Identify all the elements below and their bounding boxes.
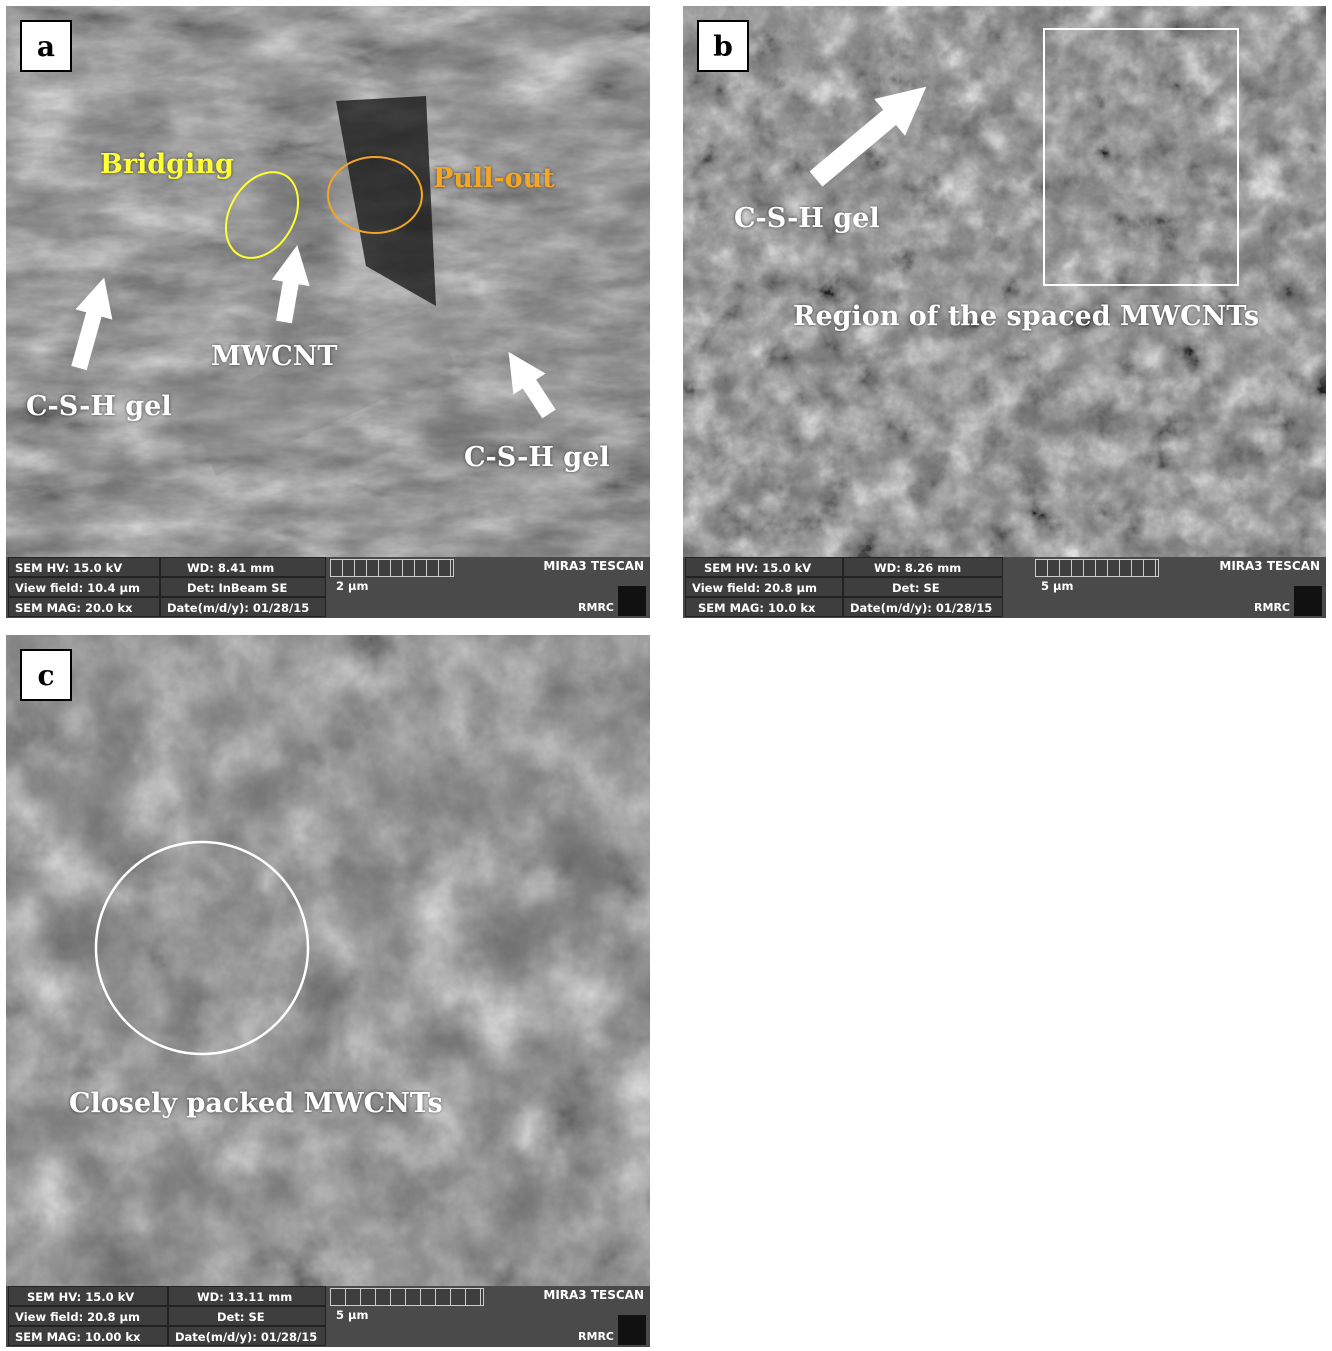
- packed-mwcnt-circle: [94, 840, 310, 1056]
- arrow-mwcnt: [271, 245, 310, 324]
- sem-panel-c: c Closely packed MWCNTs SEM HV: 15.0 kV …: [6, 635, 650, 1347]
- info-vf: View field: 20.8 µm: [8, 1306, 168, 1326]
- scale-label-c: 5 µm: [336, 1308, 369, 1322]
- info-wd: WD: 8.26 mm: [843, 557, 1003, 577]
- arrow-csh-left: [71, 277, 113, 371]
- info-date: Date(m/d/y): 01/28/15: [843, 597, 1003, 617]
- info-wd: WD: 8.41 mm: [160, 557, 326, 577]
- label-mwcnt: MWCNT: [211, 341, 338, 372]
- arrow-csh-b: [809, 86, 927, 187]
- scale-label-b: 5 µm: [1041, 579, 1074, 593]
- panel-letter-a: a: [20, 20, 72, 72]
- sem-micrograph-b: [683, 6, 1326, 557]
- label-csh-b: C-S-H gel: [734, 203, 880, 234]
- label-csh-left: C-S-H gel: [26, 391, 172, 422]
- sem-micrograph-a: [6, 6, 650, 557]
- info-mag: SEM MAG: 10.0 kx: [685, 597, 843, 617]
- spaced-mwcnt-box: [1043, 28, 1239, 286]
- panel-c-annotations: [94, 840, 310, 1056]
- panel-letter-b: b: [697, 20, 749, 72]
- sem-info-bar-c: SEM HV: 15.0 kV WD: 13.11 mm View field:…: [6, 1286, 650, 1347]
- info-vf: View field: 20.8 µm: [685, 577, 843, 597]
- lab-c: RMRC: [578, 1330, 614, 1343]
- info-det: Det: SE: [843, 577, 1003, 597]
- lab-a: RMRC: [578, 601, 614, 614]
- sem-info-bar-a: SEM HV: 15.0 kV WD: 8.41 mm View field: …: [6, 557, 650, 618]
- label-region-spaced: Region of the spaced MWCNTs: [793, 301, 1260, 332]
- panel-b-annotations: [809, 28, 1239, 286]
- tescan-logo-icon-c: [618, 1315, 646, 1345]
- info-mag: SEM MAG: 10.00 kx: [8, 1326, 168, 1346]
- info-date: Date(m/d/y): 01/28/15: [168, 1326, 326, 1346]
- bridging-ellipse: [224, 171, 300, 259]
- tescan-logo-icon-b: [1294, 586, 1322, 616]
- scale-bar-c: [330, 1288, 484, 1306]
- sem-panel-a: a Bridging Pull-out MWCNT C-S-H gel C-S-…: [6, 6, 650, 618]
- info-date: Date(m/d/y): 01/28/15: [160, 597, 326, 617]
- brand-c: MIRA3 TESCAN: [543, 1288, 644, 1302]
- info-hv: SEM HV: 15.0 kV: [8, 1286, 168, 1306]
- info-vf: View field: 10.4 µm: [8, 577, 160, 597]
- info-hv: SEM HV: 15.0 kV: [8, 557, 160, 577]
- panel-letter-c: c: [20, 649, 72, 701]
- brand-a: MIRA3 TESCAN: [543, 559, 644, 573]
- arrow-csh-right: [508, 351, 556, 419]
- lab-b: RMRC: [1254, 601, 1290, 614]
- scale-bar-a: [330, 559, 454, 577]
- info-det: Det: InBeam SE: [160, 577, 326, 597]
- tescan-logo-icon-a: [618, 586, 646, 616]
- scale-label-a: 2 µm: [336, 579, 369, 593]
- scale-bar-b: [1035, 559, 1159, 577]
- info-hv: SEM HV: 15.0 kV: [685, 557, 843, 577]
- sem-info-bar-b: SEM HV: 15.0 kV WD: 8.26 mm View field: …: [683, 557, 1326, 618]
- brand-b: MIRA3 TESCAN: [1219, 559, 1320, 573]
- info-mag: SEM MAG: 20.0 kx: [8, 597, 160, 617]
- sem-panel-b: b C-S-H gel Region of the spaced MWCNTs …: [683, 6, 1326, 618]
- info-det: Det: SE: [168, 1306, 326, 1326]
- sem-micrograph-c: [6, 635, 650, 1286]
- pullout-ellipse: [327, 156, 423, 234]
- label-closely-packed: Closely packed MWCNTs: [69, 1088, 443, 1119]
- label-csh-right: C-S-H gel: [464, 442, 610, 473]
- info-wd: WD: 13.11 mm: [168, 1286, 326, 1306]
- label-pullout: Pull-out: [433, 163, 555, 194]
- panel-a-annotations: [71, 156, 556, 419]
- label-bridging: Bridging: [100, 149, 234, 180]
